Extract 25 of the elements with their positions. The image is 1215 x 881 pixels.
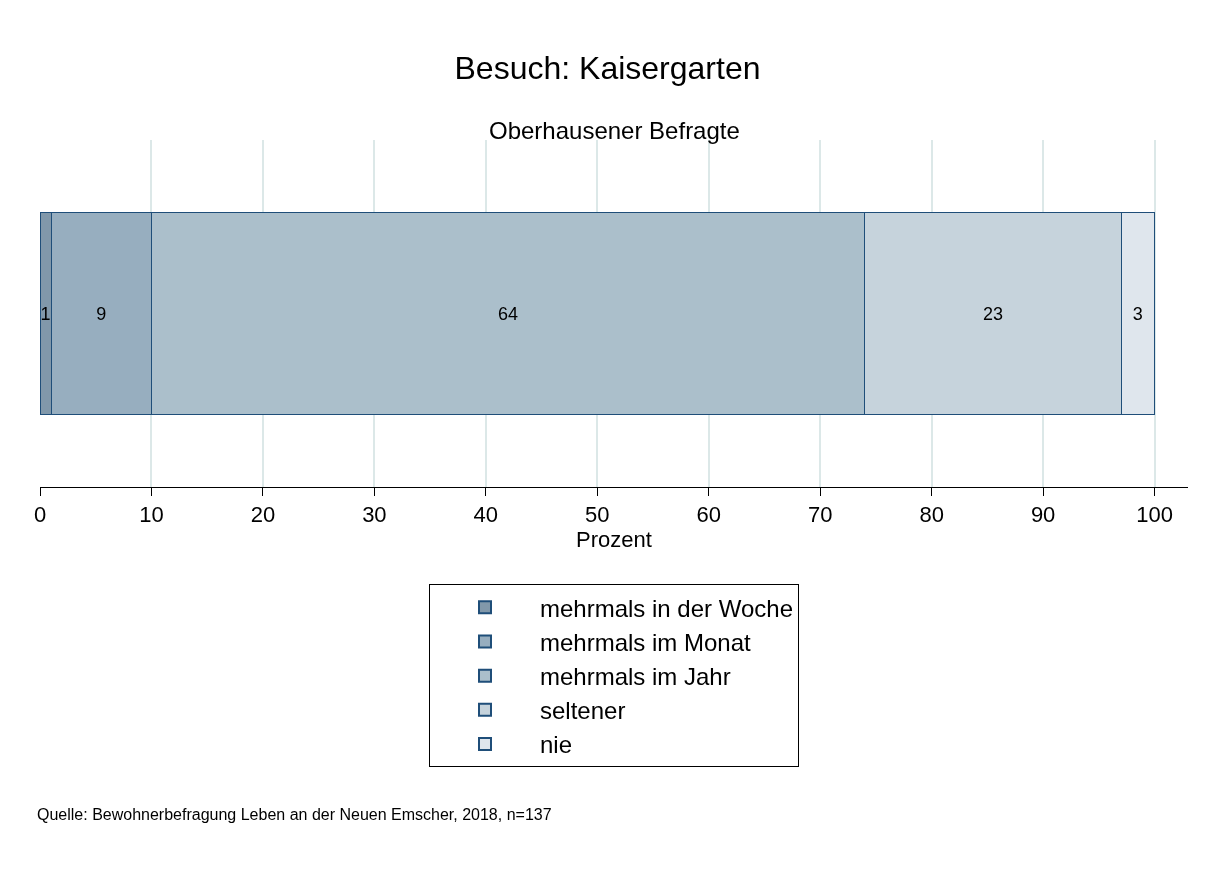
legend-label: mehrmals im Monat bbox=[540, 628, 752, 656]
data-label: 3 bbox=[1132, 303, 1143, 324]
x-tick-label: 0 bbox=[33, 502, 47, 528]
x-tick-label: 20 bbox=[250, 502, 276, 528]
x-tick-label: 60 bbox=[696, 502, 721, 528]
legend-label: mehrmals in der Woche bbox=[540, 594, 793, 622]
source-note: Quelle: Bewohnerbefragung Leben an der Neuen Emscher, 2018, n=137 bbox=[37, 806, 552, 823]
x-tick-label: 30 bbox=[362, 502, 387, 528]
x-tick-label: 80 bbox=[919, 502, 944, 528]
x-tick-label: 10 bbox=[139, 502, 164, 528]
chart-title: Besuch: Kaisergarten bbox=[454, 50, 761, 87]
data-label: 1 bbox=[40, 303, 51, 324]
x-tick-label: 40 bbox=[473, 502, 499, 528]
data-label: 64 bbox=[498, 303, 519, 324]
x-axis-title: Prozent bbox=[576, 527, 652, 553]
x-tick-label: 100 bbox=[1136, 502, 1173, 528]
legend-label: mehrmals im Jahr bbox=[540, 663, 731, 691]
x-tick-label: 70 bbox=[807, 502, 833, 528]
chart-subtitle: Oberhausener Befragte bbox=[489, 117, 740, 144]
x-tick-label: 50 bbox=[585, 502, 610, 528]
data-label: 23 bbox=[982, 303, 1003, 324]
x-tick-label: 90 bbox=[1030, 502, 1056, 528]
legend-label: nie bbox=[540, 731, 573, 759]
legend-label: seltener bbox=[540, 697, 626, 725]
data-label: 9 bbox=[96, 303, 107, 324]
